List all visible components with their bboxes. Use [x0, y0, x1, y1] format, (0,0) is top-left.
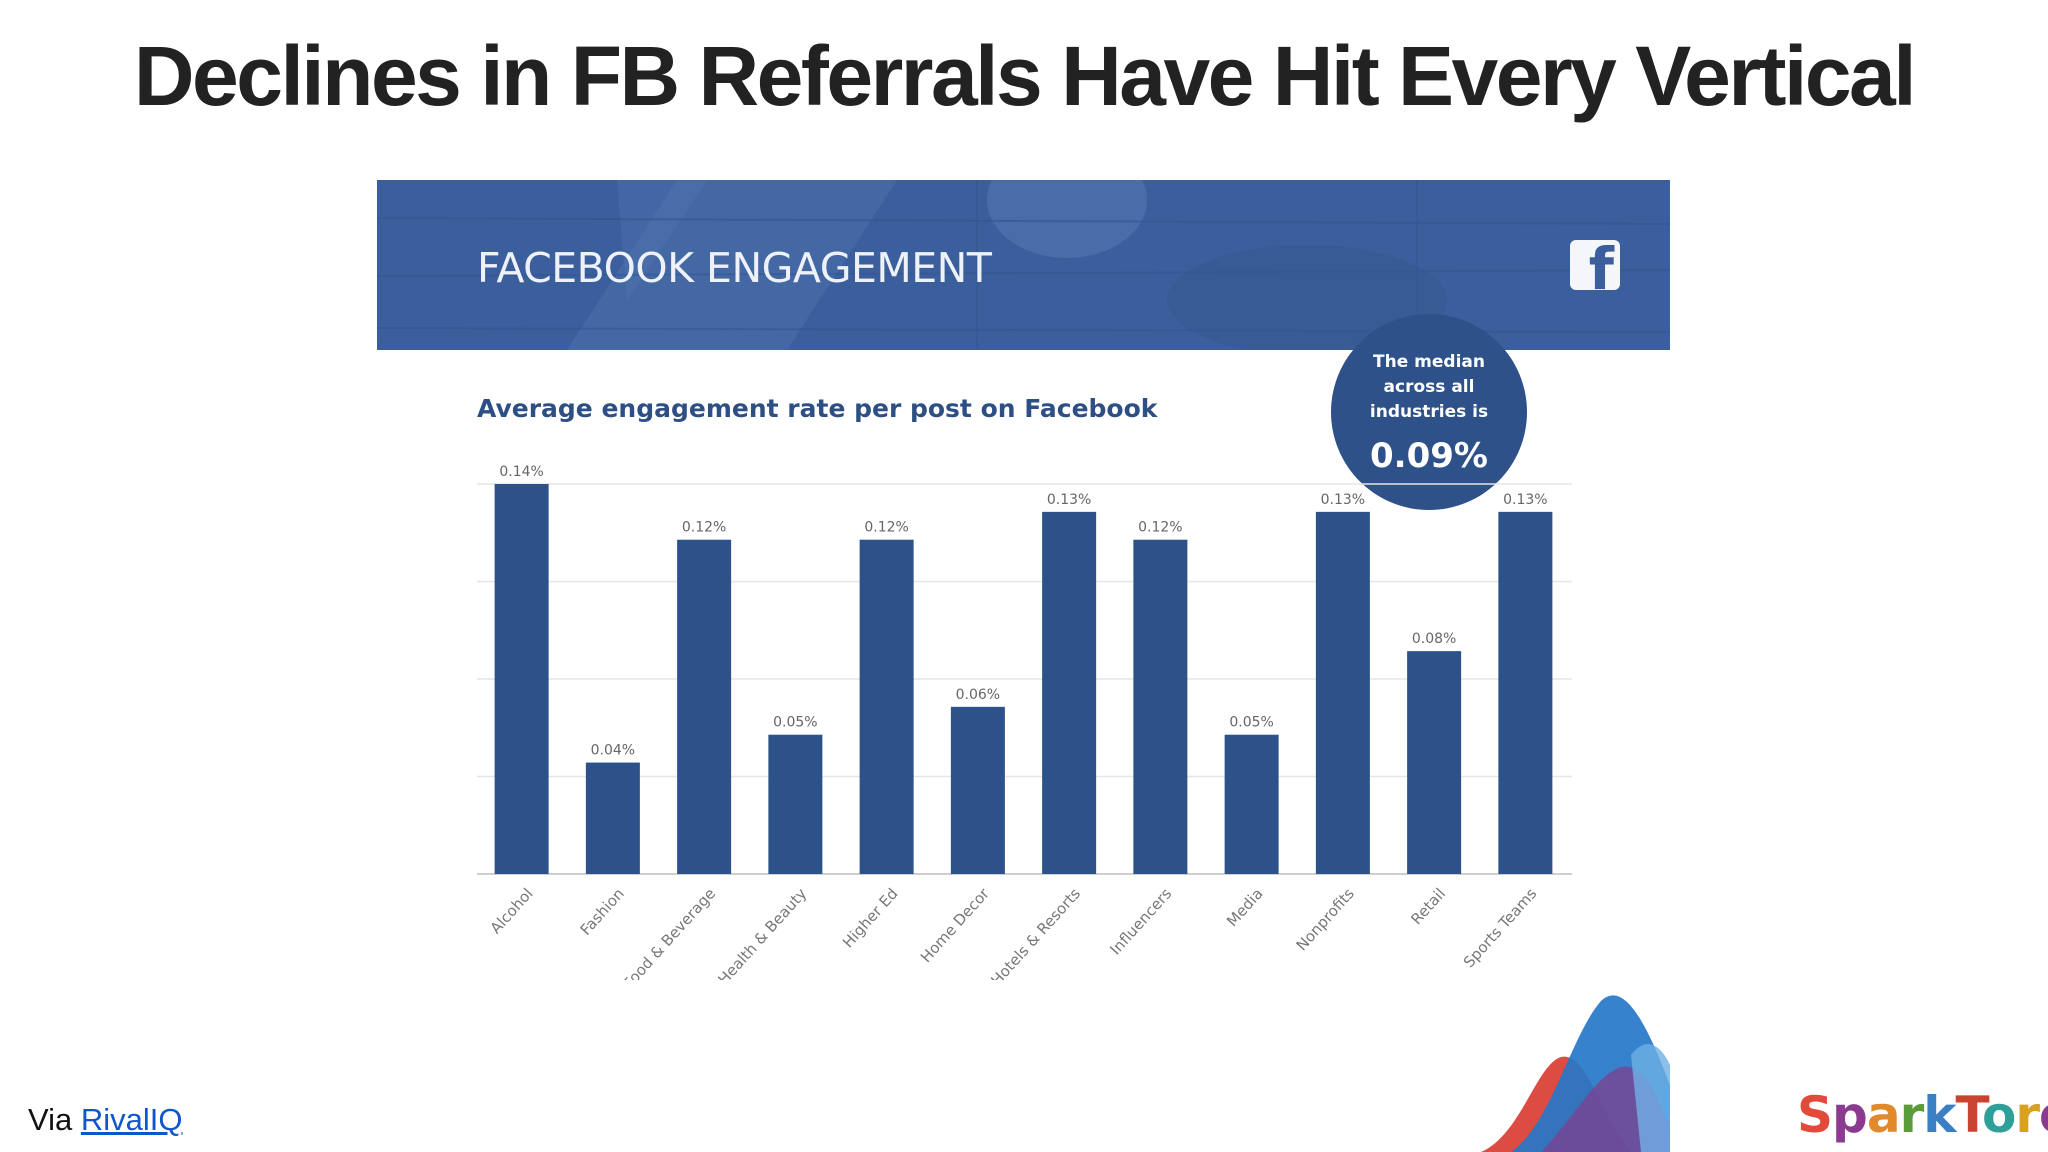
data-label-2: 0.04% [591, 743, 635, 759]
bar-6 [950, 706, 1005, 874]
bar-4 [768, 734, 823, 874]
data-label-10: 0.13% [1321, 492, 1365, 508]
banner-texture [377, 180, 1670, 350]
x-tick-label-4: Health & Beauty [714, 885, 810, 980]
x-tick-label-6: Home Decor [917, 884, 993, 966]
bar-5 [859, 539, 914, 874]
data-label-3: 0.12% [682, 520, 726, 536]
median-badge: The median across all industries is 0.09… [1331, 314, 1527, 510]
bar-7 [1042, 511, 1097, 874]
bar-1 [494, 484, 549, 874]
chart-subtitle: Average engagement rate per post on Face… [477, 394, 1158, 423]
infographic: FACEBOOK ENGAGEMENT f The median across … [377, 180, 1670, 1152]
via-credit: Via RivalIQ [28, 1102, 183, 1138]
bar-3 [677, 539, 732, 874]
median-value: 0.09% [1370, 436, 1488, 476]
via-prefix: Via [28, 1102, 81, 1137]
bar-2 [585, 762, 640, 874]
data-label-5: 0.12% [864, 520, 908, 536]
x-tick-label-8: Influencers [1106, 885, 1175, 959]
data-label-7: 0.13% [1047, 492, 1091, 508]
data-label-11: 0.08% [1412, 631, 1456, 647]
x-tick-label-2: Fashion [577, 885, 628, 939]
slide-title: Declines in FB Referrals Have Hit Every … [133, 29, 1917, 123]
bar-12 [1498, 511, 1553, 874]
facebook-icon: f [1570, 240, 1620, 290]
median-label: The median across all industries is [1369, 352, 1489, 422]
bar-8 [1133, 539, 1188, 874]
engagement-bar-chart: 0.14% Alcohol 0.04% Fashion 0.12% Food & Beve… [477, 464, 1572, 980]
x-tick-label-9: Media [1223, 885, 1267, 931]
sparktoro-logo: SparkToro [1797, 1086, 2048, 1144]
x-tick-label-1: Alcohol [487, 885, 537, 938]
bar-10 [1315, 511, 1370, 874]
data-label-8: 0.12% [1138, 520, 1182, 536]
x-tick-label-5: Higher Ed [839, 885, 902, 952]
banner-title: FACEBOOK ENGAGEMENT [477, 244, 992, 292]
bar-11 [1407, 651, 1462, 874]
data-label-12: 0.13% [1503, 492, 1547, 508]
data-label-4: 0.05% [773, 715, 817, 731]
sparktoro-mountain-graphic [1481, 995, 1670, 1152]
x-tick-label-10: Nonprofits [1293, 885, 1358, 955]
x-tick-label-7: Hotels & Resorts [987, 885, 1084, 980]
rivaliq-link[interactable]: RivalIQ [80, 1102, 183, 1137]
bar-9 [1224, 734, 1279, 874]
x-tick-label-3: Food & Beverage [619, 885, 719, 980]
data-label-6: 0.06% [956, 687, 1000, 703]
x-tick-label-12: Sports Teams [1460, 884, 1541, 971]
data-label-1: 0.14% [499, 464, 543, 480]
data-label-9: 0.05% [1229, 715, 1273, 731]
banner: FACEBOOK ENGAGEMENT f [377, 180, 1670, 350]
x-tick-label-11: Retail [1407, 885, 1449, 929]
